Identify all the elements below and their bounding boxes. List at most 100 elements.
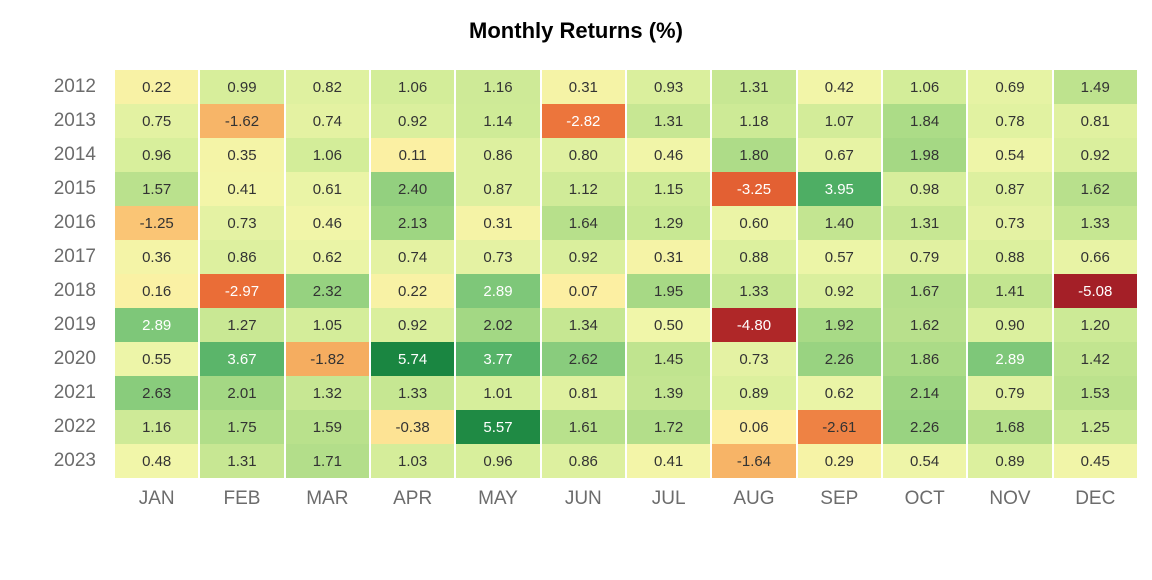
heatmap-cell: 1.06: [883, 70, 966, 104]
year-label: 2017: [14, 246, 114, 268]
heatmap-cell: 0.36: [115, 240, 198, 274]
heatmap-cell: 0.54: [883, 444, 966, 478]
year-label: 2020: [14, 348, 114, 370]
heatmap-cell: 5.57: [456, 410, 539, 444]
heatmap-cell: 0.86: [456, 138, 539, 172]
heatmap-cell: 1.20: [1054, 308, 1137, 342]
heatmap-cell: 0.55: [115, 342, 198, 376]
heatmap-cell: 1.31: [712, 70, 795, 104]
heatmap-cell: 0.29: [798, 444, 881, 478]
heatmap-cell: 0.80: [542, 138, 625, 172]
heatmap-cell: 1.33: [712, 274, 795, 308]
heatmap-cell: 0.11: [371, 138, 454, 172]
heatmap-cell: 1.14: [456, 104, 539, 138]
heatmap-cell: -1.82: [286, 342, 369, 376]
heatmap-cell: 1.33: [371, 376, 454, 410]
heatmap-cell: 0.69: [968, 70, 1051, 104]
heatmap-cell: 0.89: [968, 444, 1051, 478]
month-label: MAR: [285, 488, 370, 510]
heatmap-cell: 1.98: [883, 138, 966, 172]
heatmap-cell: 1.31: [883, 206, 966, 240]
heatmap-cell: 0.92: [798, 274, 881, 308]
heatmap-cell: 0.93: [627, 70, 710, 104]
heatmap-cell: 0.67: [798, 138, 881, 172]
heatmap-row: 20130.75-1.620.740.921.14-2.821.311.181.…: [14, 104, 1138, 138]
heatmap-cell: 0.22: [115, 70, 198, 104]
year-label: 2021: [14, 382, 114, 404]
heatmap-grid: 20120.220.990.821.061.160.310.931.310.42…: [14, 70, 1138, 510]
year-label: 2023: [14, 450, 114, 472]
heatmap-cell: 1.59: [286, 410, 369, 444]
heatmap-cell: 1.62: [1054, 172, 1137, 206]
heatmap-cell: 0.81: [542, 376, 625, 410]
heatmap-cell: 2.63: [115, 376, 198, 410]
heatmap-cell: 0.96: [115, 138, 198, 172]
heatmap-cell: 0.31: [456, 206, 539, 240]
heatmap-row: 20180.16-2.972.320.222.890.071.951.330.9…: [14, 274, 1138, 308]
heatmap-row: 20192.891.271.050.922.021.340.50-4.801.9…: [14, 308, 1138, 342]
year-label: 2013: [14, 110, 114, 132]
heatmap-cell: 0.62: [798, 376, 881, 410]
heatmap-cell: 2.01: [200, 376, 283, 410]
heatmap-cell: 1.84: [883, 104, 966, 138]
heatmap-cell: 1.53: [1054, 376, 1137, 410]
month-label: NOV: [967, 488, 1052, 510]
heatmap-row: 20221.161.751.59-0.385.571.611.720.06-2.…: [14, 410, 1138, 444]
heatmap-cell: 3.77: [456, 342, 539, 376]
heatmap-cell: 0.75: [115, 104, 198, 138]
heatmap-cell: 1.18: [712, 104, 795, 138]
month-label: SEP: [797, 488, 882, 510]
heatmap-cell: 0.41: [627, 444, 710, 478]
heatmap-cell: -0.38: [371, 410, 454, 444]
heatmap-row: 2016-1.250.730.462.130.311.641.290.601.4…: [14, 206, 1138, 240]
heatmap-cell: 0.46: [627, 138, 710, 172]
heatmap-cell: 1.32: [286, 376, 369, 410]
heatmap-cell: 0.96: [456, 444, 539, 478]
heatmap-cell: 0.06: [712, 410, 795, 444]
heatmap-cell: -4.80: [712, 308, 795, 342]
year-label: 2022: [14, 416, 114, 438]
heatmap-cell: 0.48: [115, 444, 198, 478]
month-label: AUG: [711, 488, 796, 510]
heatmap-cell: 1.57: [115, 172, 198, 206]
heatmap-cell: -2.61: [798, 410, 881, 444]
heatmap-cell: 2.89: [456, 274, 539, 308]
heatmap-cell: 1.34: [542, 308, 625, 342]
heatmap-cell: 0.73: [712, 342, 795, 376]
heatmap-cell: 1.45: [627, 342, 710, 376]
month-label: JUL: [626, 488, 711, 510]
heatmap-cell: 0.07: [542, 274, 625, 308]
heatmap-container: Monthly Returns (%) 20120.220.990.821.06…: [0, 0, 1152, 580]
heatmap-cell: 0.41: [200, 172, 283, 206]
heatmap-cell: 2.02: [456, 308, 539, 342]
heatmap-cell: 1.25: [1054, 410, 1137, 444]
heatmap-cell: 2.26: [798, 342, 881, 376]
chart-title: Monthly Returns (%): [14, 18, 1138, 44]
heatmap-cell: -1.64: [712, 444, 795, 478]
heatmap-cell: 0.73: [968, 206, 1051, 240]
heatmap-cell: 0.88: [712, 240, 795, 274]
month-label: APR: [370, 488, 455, 510]
heatmap-cell: 1.64: [542, 206, 625, 240]
month-axis: JANFEBMARAPRMAYJUNJULAUGSEPOCTNOVDEC: [14, 488, 1138, 510]
heatmap-cell: -2.97: [200, 274, 283, 308]
heatmap-cell: 1.03: [371, 444, 454, 478]
heatmap-cell: 1.71: [286, 444, 369, 478]
heatmap-cell: 0.87: [456, 172, 539, 206]
heatmap-cell: 2.40: [371, 172, 454, 206]
heatmap-cell: 3.95: [798, 172, 881, 206]
heatmap-cell: 1.42: [1054, 342, 1137, 376]
heatmap-cell: 1.68: [968, 410, 1051, 444]
heatmap-cell: 2.32: [286, 274, 369, 308]
heatmap-cell: 0.16: [115, 274, 198, 308]
heatmap-cell: 0.46: [286, 206, 369, 240]
year-label: 2015: [14, 178, 114, 200]
heatmap-cell: 0.79: [968, 376, 1051, 410]
heatmap-cell: 1.61: [542, 410, 625, 444]
heatmap-cell: 0.92: [371, 308, 454, 342]
heatmap-cell: 1.41: [968, 274, 1051, 308]
heatmap-cell: 0.99: [200, 70, 283, 104]
heatmap-cell: 1.06: [286, 138, 369, 172]
heatmap-cell: 0.98: [883, 172, 966, 206]
heatmap-cell: 0.87: [968, 172, 1051, 206]
